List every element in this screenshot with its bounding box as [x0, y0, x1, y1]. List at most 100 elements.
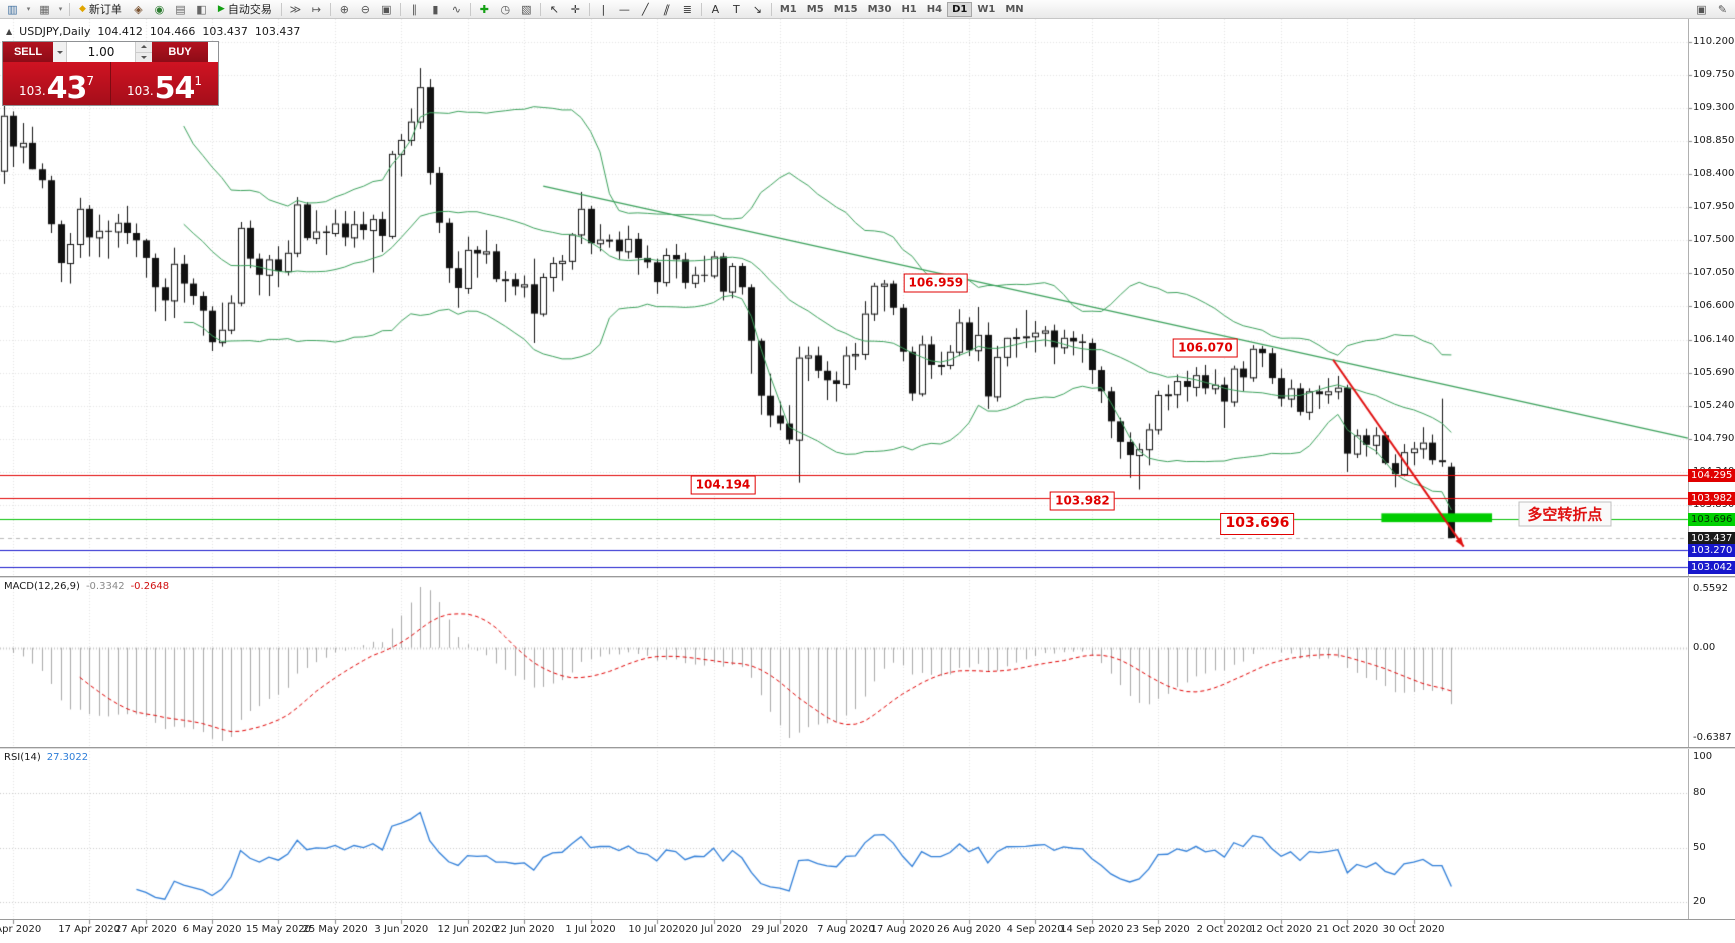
market-watch-icon[interactable]: ◉ [154, 2, 165, 16]
zoom-out-icon[interactable]: ⊖ [360, 2, 370, 16]
trendline-icon[interactable]: ╱ [642, 2, 649, 16]
rsi-panel-separator[interactable] [0, 747, 1735, 749]
price-callout-label[interactable]: 103.982 [1050, 491, 1115, 510]
time-axis-label: 14 Sep 2020 [1060, 924, 1124, 935]
buy-price-prefix: 103. [126, 84, 154, 98]
autotrading-button[interactable]: ▶ 自动交易 [212, 0, 278, 18]
bar-chart-icon[interactable]: ∥ [411, 2, 418, 16]
toolbar-separator [280, 2, 282, 16]
line-chart-icon[interactable]: ∿ [451, 2, 461, 16]
toolbar: ▥ ▾ ▦ ▾ ◆ 新订单 ◈ ◉ ▤ ◧ ▶ 自动交易 ≫ ↦ ⊕ ⊖ ▣ ∥ ▮ ∿ ✚ ◷ ▧ ↖ ✛ | — ╱ ∥ ≣ A T ↘ M1… [0, 0, 1735, 19]
rsi-scale-label: 100 [1693, 751, 1713, 762]
price-axis-label: 106.140 [1693, 334, 1735, 345]
time-axis-label: 12 Jun 2020 [437, 924, 498, 935]
chart-shift-icon[interactable]: ↦ [311, 2, 321, 16]
price-tag: 103.982 [1688, 491, 1735, 505]
new-chart-dropdown-icon[interactable]: ▾ [26, 5, 31, 13]
sell-price[interactable]: 103. 43 7 [3, 62, 110, 105]
time-axis-label: 22 Jun 2020 [494, 924, 555, 935]
time-axis-label: 20 Jul 2020 [685, 924, 742, 935]
toolbar-separator [469, 2, 471, 16]
indicators-icon[interactable]: ✚ [479, 2, 489, 16]
crosshair-icon[interactable]: ✛ [570, 2, 580, 16]
periods-icon[interactable]: ◷ [500, 2, 511, 16]
one-click-collapse-icon[interactable]: ▲ [6, 27, 13, 36]
price-tag: 103.696 [1688, 512, 1735, 526]
channel-icon[interactable]: ∥ [661, 2, 672, 16]
text-icon[interactable]: A [711, 2, 720, 16]
price-callout-label[interactable]: 106.959 [903, 273, 969, 293]
volume-input[interactable] [67, 42, 135, 62]
macd-scale-bottom: -0.6387 [1693, 732, 1732, 743]
horizontal-line-icon[interactable]: — [618, 2, 630, 16]
timeframe-h1[interactable]: H1 [901, 3, 917, 15]
timeframe-m5[interactable]: M5 [806, 3, 824, 15]
timeframe-m30[interactable]: M30 [867, 3, 892, 15]
terminal-icon[interactable]: ◧ [196, 2, 207, 16]
properties-icon[interactable]: ✎ [1717, 2, 1728, 16]
data-window-icon[interactable]: ▤ [175, 2, 186, 16]
templates-icon[interactable]: ▧ [521, 2, 532, 16]
profiles-icon[interactable]: ▦ [39, 2, 50, 16]
toolbar-separator [329, 2, 331, 16]
timeframe-mn[interactable]: MN [1005, 3, 1024, 15]
rsi-indicator-label: RSI(14) 27.3022 [4, 752, 89, 763]
time-axis-label: 2 Oct 2020 [1196, 924, 1253, 935]
cursor-icon[interactable]: ↖ [549, 2, 559, 16]
navigator-icon[interactable]: ◈ [134, 2, 143, 16]
timeframe-h4[interactable]: H4 [926, 3, 943, 15]
volume-decrease-button[interactable] [136, 52, 152, 62]
fibonacci-icon[interactable]: ≣ [682, 2, 692, 16]
toolbar-separator [539, 2, 541, 16]
rsi-scale-label: 50 [1693, 841, 1706, 853]
timeframe-d1[interactable]: D1 [947, 1, 973, 17]
time-axis-label: 26 Aug 2020 [936, 924, 1001, 935]
sell-price-prefix: 103. [18, 84, 46, 98]
new-order-icon: ◆ [79, 4, 86, 14]
label-icon[interactable]: T [732, 2, 740, 16]
price-axis-label: 105.690 [1693, 366, 1735, 378]
time-axis-label: 1 Jul 2020 [565, 924, 616, 935]
time-axis-label: 15 May 2020 [245, 924, 311, 935]
ohlc-low: 103.437 [202, 25, 248, 38]
toolbar-separator [588, 2, 590, 16]
price-callout-label[interactable]: 103.696 [1220, 512, 1295, 535]
turning-point-annotation[interactable]: 多空转折点 [1518, 501, 1612, 527]
vertical-line-icon[interactable]: | [601, 2, 606, 16]
buy-price[interactable]: 103. 54 1 [111, 62, 218, 105]
time-axis-label: 17 Aug 2020 [870, 924, 935, 935]
time-axis-label: 30 Oct 2020 [1382, 924, 1445, 935]
auto-scroll-icon[interactable]: ≫ [289, 2, 302, 16]
buy-button[interactable]: BUY [152, 42, 208, 62]
volume-stepper [135, 42, 152, 62]
autotrading-icon: ▶ [217, 4, 225, 14]
zoom-in-icon[interactable]: ⊕ [339, 2, 349, 16]
timeframe-m1[interactable]: M1 [779, 3, 797, 15]
price-axis-label: 109.300 [1693, 102, 1735, 114]
price-callout-label[interactable]: 104.194 [690, 475, 756, 495]
time-axis-label: 23 Sep 2020 [1126, 924, 1190, 935]
price-callout-label[interactable]: 106.070 [1173, 338, 1238, 358]
arrows-icon[interactable]: ↘ [752, 2, 762, 16]
macd-panel-separator[interactable] [0, 576, 1735, 578]
time-axis-label: 6 May 2020 [182, 924, 242, 935]
window-icon[interactable]: ▣ [1696, 2, 1707, 16]
timeframe-m15[interactable]: M15 [833, 3, 858, 15]
timeframe-w1[interactable]: W1 [977, 3, 996, 15]
price-axis-label: 106.600 [1693, 300, 1735, 312]
ohlc-open: 104.412 [97, 25, 143, 38]
profiles-dropdown-icon[interactable]: ▾ [58, 5, 63, 13]
volume-increase-button[interactable] [136, 42, 152, 53]
new-chart-icon[interactable]: ▥ [7, 2, 18, 16]
new-order-button[interactable]: ◆ 新订单 [73, 0, 128, 18]
tile-windows-icon[interactable]: ▣ [381, 2, 392, 16]
price-axis-label: 108.400 [1693, 168, 1735, 180]
sell-price-pips: 43 [46, 71, 88, 106]
time-axis-label: 10 Jul 2020 [628, 924, 686, 935]
time-axis-label: 12 Oct 2020 [1250, 924, 1313, 935]
sell-button[interactable]: SELL [3, 42, 53, 62]
volume-dropdown[interactable] [53, 42, 67, 62]
candlestick-chart-icon[interactable]: ▮ [432, 2, 439, 16]
price-tag: 103.042 [1688, 560, 1735, 574]
